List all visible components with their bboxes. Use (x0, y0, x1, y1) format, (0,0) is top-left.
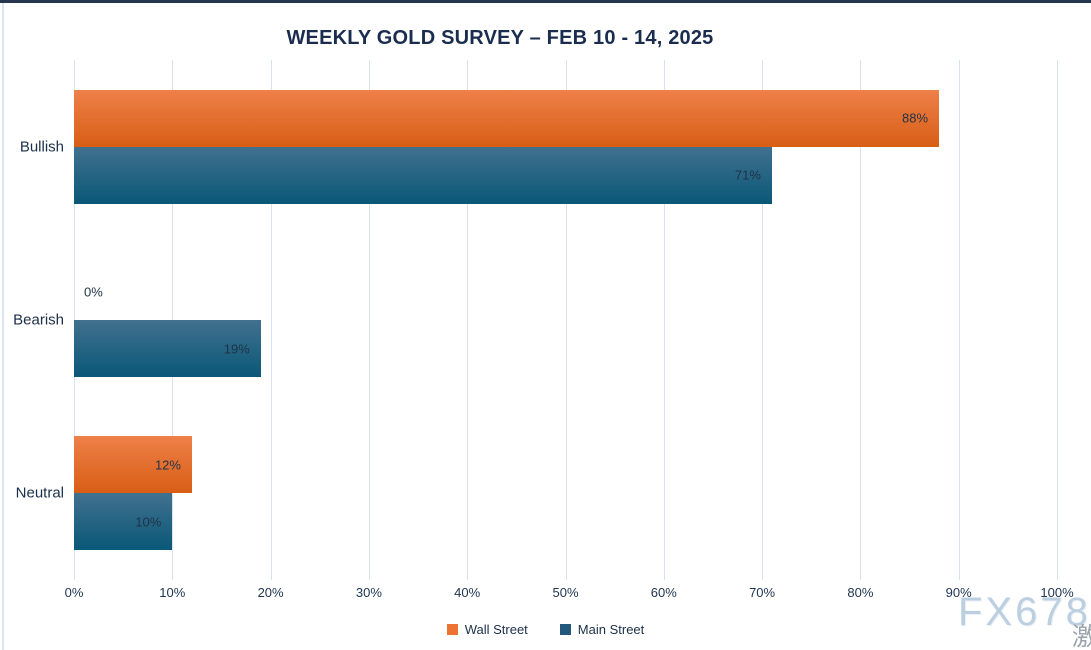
top-border (0, 0, 1091, 3)
category-label-neutral: Neutral (15, 484, 64, 502)
gridline (958, 60, 960, 580)
x-tick-label: 80% (847, 585, 874, 600)
legend-swatch-main-street (559, 624, 571, 635)
x-tick-label: 100% (1040, 585, 1074, 600)
gridline (762, 60, 764, 580)
gridline (270, 60, 272, 580)
left-border (2, 3, 4, 650)
main-street-bar-neutral (74, 493, 173, 551)
gridline (565, 60, 567, 580)
x-tick-label: 30% (355, 585, 382, 600)
gridline (368, 60, 370, 580)
legend-label-wall-street: Wall Street (464, 622, 528, 637)
main-street-bar-bearish (74, 320, 261, 377)
legend-label-main-street: Main Street (577, 622, 645, 637)
gridline (663, 60, 665, 580)
value-label-main-street-bearish: 19% (223, 341, 250, 356)
x-tick-label: 90% (945, 585, 972, 600)
x-tick-label: 70% (749, 585, 776, 600)
main-street-bar-bullish (74, 146, 772, 204)
wall-street-bar-neutral (74, 436, 192, 494)
value-label-wall-street-neutral: 12% (154, 457, 181, 473)
value-label-main-street-neutral: 10% (135, 514, 162, 530)
plot-area: 88% 71% 0% 19% 12% 10% (74, 60, 1058, 580)
x-tick-label: 50% (552, 585, 579, 600)
value-label-main-street-bullish: 71% (734, 167, 761, 183)
x-tick-label: 40% (454, 585, 481, 600)
x-tick-label: 10% (159, 585, 186, 600)
chart-title: WEEKLY GOLD SURVEY – FEB 10 - 14, 2025 (286, 27, 714, 49)
gridline (467, 60, 469, 580)
x-tick-label: 20% (257, 585, 284, 600)
gridline (860, 60, 862, 580)
legend-item-main-street: Main Street (559, 622, 645, 637)
wall-street-bar-bullish (74, 89, 940, 147)
legend-swatch-wall-street (446, 624, 458, 635)
legend-item-wall-street: Wall Street (446, 622, 528, 637)
category-label-bearish: Bearish (13, 311, 64, 329)
category-label-bullish: Bullish (19, 138, 64, 156)
x-tick-label: 0% (64, 585, 84, 600)
watermark-fx678: FX678 (958, 590, 1091, 634)
x-tick-label: 60% (650, 585, 677, 600)
gridline (1057, 60, 1058, 580)
value-label-wall-street-bullish: 88% (902, 110, 929, 126)
value-label-wall-street-bearish: 0% (84, 284, 103, 299)
watermark-cjk: 激 (1072, 622, 1091, 650)
legend: Wall Street Main Street (0, 622, 1091, 637)
